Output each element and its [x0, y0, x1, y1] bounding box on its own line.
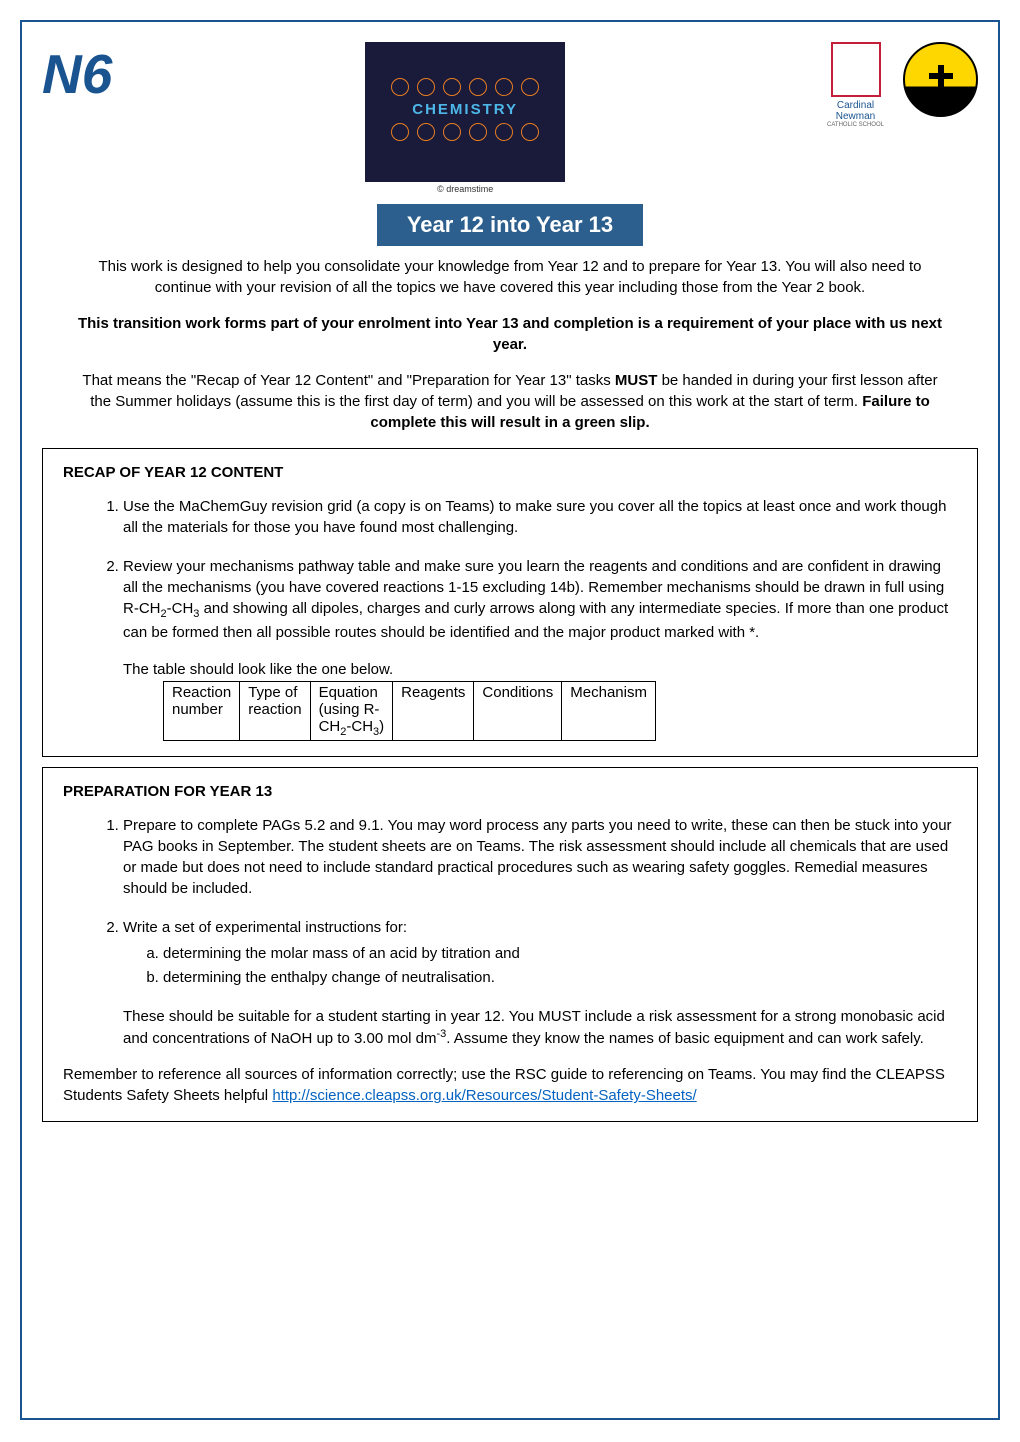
table-header-col4: Reagents — [393, 682, 474, 741]
cross-logo — [903, 42, 978, 117]
prep-heading: PREPARATION FOR YEAR 13 — [63, 783, 957, 800]
cardinal-logo: Cardinal Newman CATHOLIC SCHOOL — [818, 42, 893, 132]
recap-list: Use the MaChemGuy revision grid (a copy … — [83, 496, 957, 643]
title-wrapper: Year 12 into Year 13 — [42, 199, 978, 246]
table-header-col1: Reaction number — [164, 682, 240, 741]
cleapss-link[interactable]: http://science.cleapss.org.uk/Resources/… — [272, 1087, 696, 1104]
shield-icon — [831, 42, 881, 97]
prep-list: Prepare to complete PAGs 5.2 and 9.1. Yo… — [83, 815, 957, 988]
prep-para-sup: -3 — [437, 1028, 447, 1040]
prep-item2a: determining the molar mass of an acid by… — [163, 943, 957, 964]
chem-icon — [417, 78, 435, 96]
chem-icon — [391, 78, 409, 96]
col3-suffix: ) — [379, 718, 384, 735]
logo-right-container: Cardinal Newman CATHOLIC SCHOOL — [818, 42, 978, 132]
title-banner: Year 12 into Year 13 — [377, 204, 643, 246]
mechanism-table: Reaction number Type of reaction Equatio… — [163, 681, 656, 741]
chemistry-text: CHEMISTRY — [412, 101, 518, 118]
col3-line2: (using R- — [319, 701, 380, 718]
header-row: N6 CHEMISTRY — [42, 42, 978, 194]
recap-box: RECAP OF YEAR 12 CONTENT Use the MaChemG… — [42, 448, 978, 757]
chem-icon — [521, 123, 539, 141]
col3-mid: -CH — [346, 718, 373, 735]
col1-line1: Reaction — [172, 684, 231, 701]
cross-icon — [921, 60, 961, 100]
cardinal-sub: CATHOLIC SCHOOL — [827, 122, 884, 128]
intro-text: This work is designed to help you consol… — [72, 256, 948, 298]
col3-line1: Equation — [319, 684, 378, 701]
requirement-text: This transition work forms part of your … — [72, 313, 948, 355]
page-border: N6 CHEMISTRY — [20, 20, 1000, 1420]
recap-item1: Use the MaChemGuy revision grid (a copy … — [123, 496, 957, 538]
prep-box: PREPARATION FOR YEAR 13 Prepare to compl… — [42, 767, 978, 1122]
prep-item2: Write a set of experimental instructions… — [123, 917, 957, 988]
chem-icon — [417, 123, 435, 141]
col2-line2: reaction — [248, 701, 301, 718]
table-header-col6: Mechanism — [562, 682, 656, 741]
table-header-col2: Type of reaction — [240, 682, 310, 741]
recap-item2-part3: and showing all dipoles, charges and cur… — [123, 600, 948, 641]
chem-icon — [495, 123, 513, 141]
n6-logo: N6 — [42, 43, 112, 105]
credit-text: © dreamstime — [437, 184, 493, 194]
prep-sublist: determining the molar mass of an acid by… — [123, 943, 957, 988]
chem-icon — [495, 78, 513, 96]
recap-item2: Review your mechanisms pathway table and… — [123, 556, 957, 643]
logo-left-container: N6 — [42, 42, 112, 106]
center-column: CHEMISTRY © dreamstime — [365, 42, 565, 194]
chem-icon — [443, 78, 461, 96]
chem-icon — [469, 78, 487, 96]
prep-item2-intro: Write a set of experimental instructions… — [123, 919, 407, 936]
cardinal-name: Cardinal Newman — [818, 100, 893, 122]
chem-icon — [521, 78, 539, 96]
chem-icons-top — [391, 78, 539, 96]
instruction-text: That means the "Recap of Year 12 Content… — [72, 370, 948, 433]
prep-item2b: determining the enthalpy change of neutr… — [163, 967, 957, 988]
col3-prefix: CH — [319, 718, 341, 735]
instruction-must: MUST — [615, 372, 658, 389]
prep-bottom: Remember to reference all sources of inf… — [63, 1064, 957, 1106]
table-header-col5: Conditions — [474, 682, 562, 741]
chem-icon — [443, 123, 461, 141]
prep-para: These should be suitable for a student s… — [123, 1006, 957, 1049]
table-header-col3: Equation (using R- CH2-CH3) — [310, 682, 393, 741]
prep-para-part2: . Assume they know the names of basic eq… — [446, 1030, 923, 1047]
table-caption: The table should look like the one below… — [123, 661, 957, 678]
prep-item1: Prepare to complete PAGs 5.2 and 9.1. Yo… — [123, 815, 957, 899]
col1-line2: number — [172, 701, 223, 718]
chem-icon — [469, 123, 487, 141]
col2-line1: Type of — [248, 684, 297, 701]
chem-icons-bottom — [391, 123, 539, 141]
chemistry-logo: CHEMISTRY — [365, 42, 565, 182]
recap-item2-part2: -CH — [167, 600, 194, 617]
table-row: Reaction number Type of reaction Equatio… — [164, 682, 656, 741]
instruction-part1: That means the "Recap of Year 12 Content… — [82, 372, 614, 389]
chem-icon — [391, 123, 409, 141]
recap-heading: RECAP OF YEAR 12 CONTENT — [63, 464, 957, 481]
